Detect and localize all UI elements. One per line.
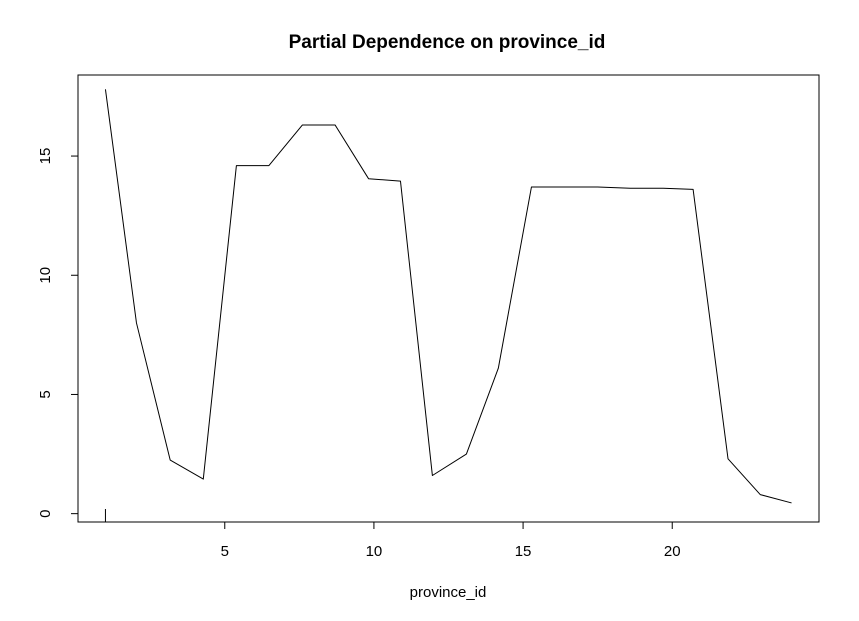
series-group — [104, 89, 792, 504]
x-tick-label: 20 — [664, 543, 681, 560]
chart-title: Partial Dependence on province_id — [289, 32, 606, 53]
x-axis: 5 10 15 20 — [221, 521, 681, 560]
x-axis-label: province_id — [410, 584, 487, 601]
series-line — [104, 89, 792, 504]
y-tick-label: 5 — [37, 390, 54, 398]
x-tick-label: 10 — [366, 543, 383, 560]
y-tick-label: 15 — [37, 148, 54, 165]
y-tick-label: 0 — [37, 509, 54, 517]
x-tick-label: 5 — [221, 543, 229, 560]
y-axis: 0 5 10 15 — [37, 148, 79, 518]
x-tick-label: 15 — [515, 543, 532, 560]
y-tick-label: 10 — [37, 267, 54, 284]
plot-frame — [77, 74, 820, 523]
